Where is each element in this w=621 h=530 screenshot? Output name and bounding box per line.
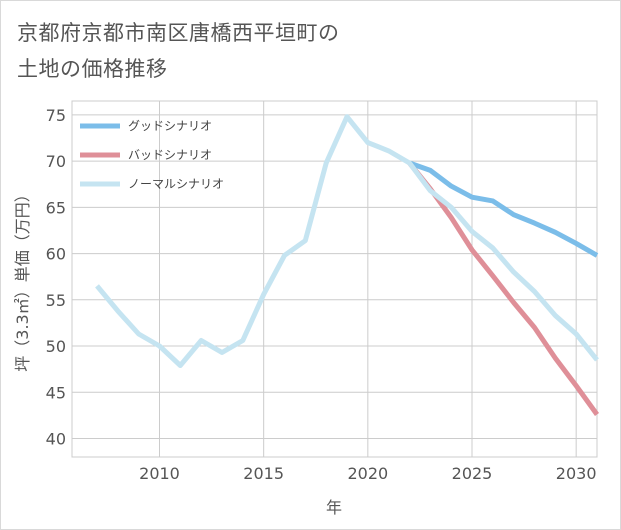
y-tick-label: 55 [46, 291, 66, 310]
series-lines [95, 114, 600, 416]
title-line-1: 京都府京都市南区唐橋西平垣町の [17, 21, 340, 45]
y-tick-label: 65 [46, 198, 66, 217]
page-title: 京都府京都市南区唐橋西平垣町の 土地の価格推移 [17, 15, 340, 87]
series-line-2 [407, 161, 600, 416]
legend-label: ノーマルシナリオ [128, 177, 224, 191]
y-tick-label: 60 [46, 245, 66, 264]
y-tick-labels: 40 45 50 55 60 65 70 75 [46, 106, 66, 449]
x-tick-label: 2015 [243, 464, 284, 483]
legend-label: バッドシナリオ [128, 148, 212, 162]
x-tick-label: 2025 [452, 464, 493, 483]
legend-label: グッドシナリオ [128, 119, 212, 133]
y-tick-label: 50 [46, 337, 66, 356]
y-tick-label: 40 [46, 430, 66, 449]
series-line-3 [95, 114, 599, 368]
y-tick-label: 75 [46, 106, 66, 125]
x-tick-label: 2020 [347, 464, 388, 483]
y-axis-title: 坪（3.3㎡）単価（万円） [13, 186, 32, 371]
x-axis-title: 年 [326, 498, 342, 517]
y-tick-label: 70 [46, 152, 66, 171]
x-tick-label: 2030 [556, 464, 597, 483]
title-line-2: 土地の価格推移 [17, 57, 168, 81]
x-tick-labels: 2010 2015 2020 2025 2030 [139, 464, 596, 483]
grid [72, 101, 597, 457]
series-line-1 [408, 160, 599, 258]
x-tick-label: 2010 [139, 464, 180, 483]
y-tick-label: 45 [46, 383, 66, 402]
